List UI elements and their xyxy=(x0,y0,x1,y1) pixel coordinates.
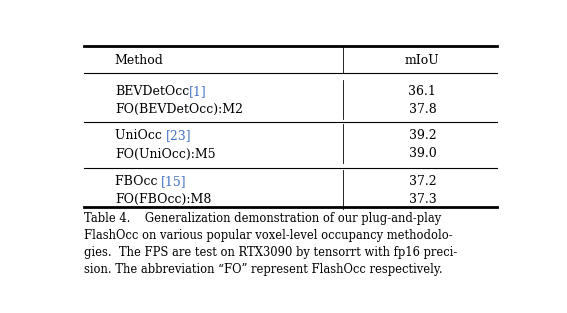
Text: [23]: [23] xyxy=(166,129,191,142)
Text: Method: Method xyxy=(115,54,164,67)
Text: FO(BEVDetOcc):M2: FO(BEVDetOcc):M2 xyxy=(115,103,243,116)
Text: FO(UniOcc):M5: FO(UniOcc):M5 xyxy=(115,147,215,161)
Text: FO(FBOcc):M8: FO(FBOcc):M8 xyxy=(115,193,211,206)
Text: 36.1: 36.1 xyxy=(408,85,437,98)
Text: 37.8: 37.8 xyxy=(409,103,436,116)
Text: Table 4.    Generalization demonstration of our plug-and-play
FlashOcc on variou: Table 4. Generalization demonstration of… xyxy=(84,212,458,276)
Text: BEVDetOcc: BEVDetOcc xyxy=(115,85,189,98)
Text: 39.2: 39.2 xyxy=(409,129,436,142)
Text: UniOcc: UniOcc xyxy=(115,129,166,142)
Text: 37.3: 37.3 xyxy=(409,193,436,206)
Text: 37.2: 37.2 xyxy=(409,175,436,188)
Text: [15]: [15] xyxy=(162,175,187,188)
Text: [1]: [1] xyxy=(189,85,207,98)
Text: mIoU: mIoU xyxy=(405,54,440,67)
Text: 39.0: 39.0 xyxy=(409,147,436,161)
Text: FBOcc: FBOcc xyxy=(115,175,162,188)
